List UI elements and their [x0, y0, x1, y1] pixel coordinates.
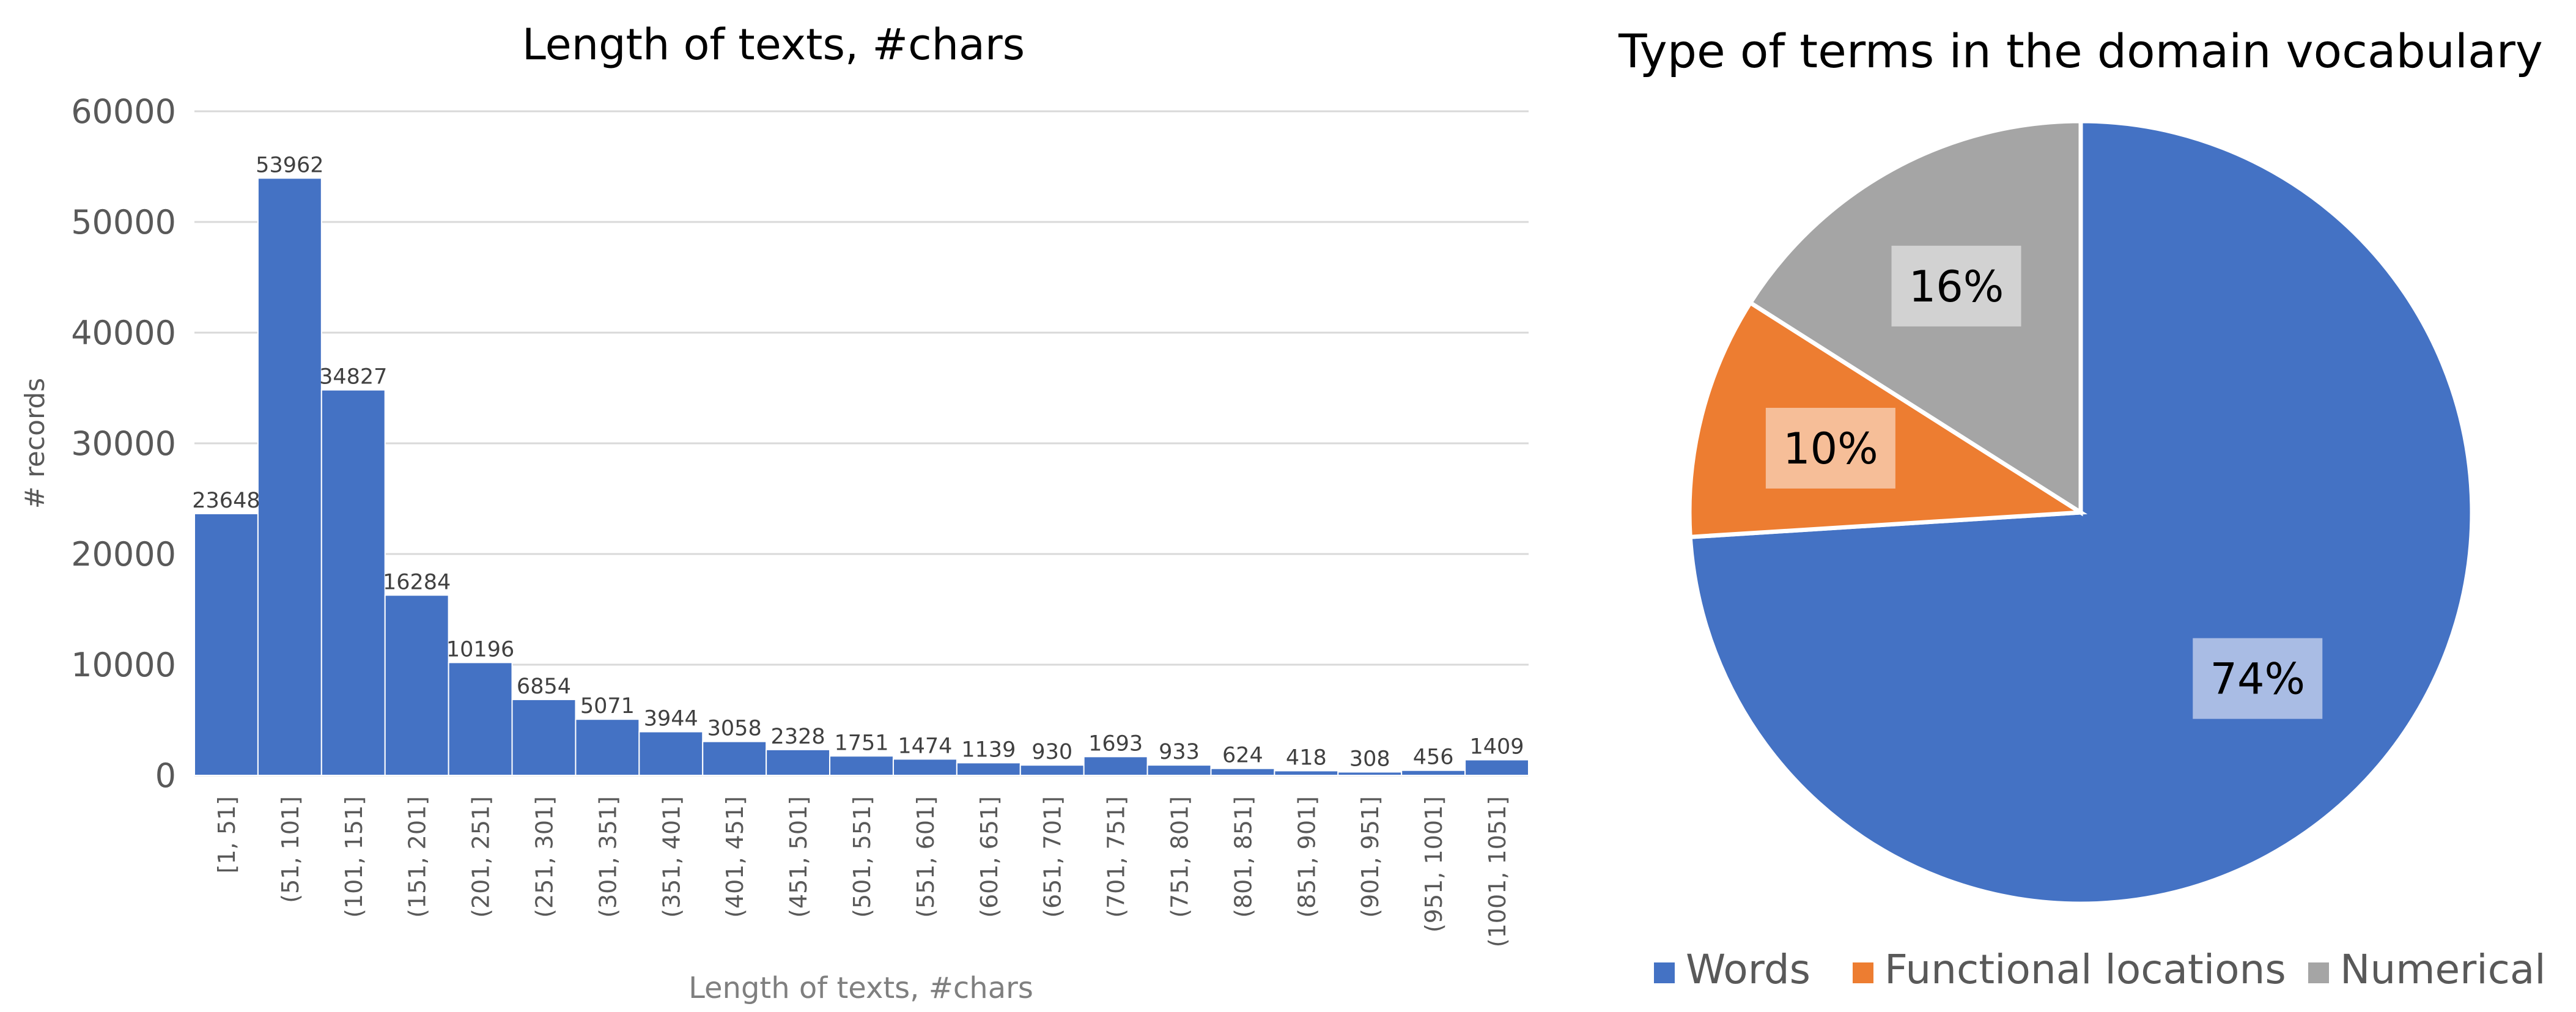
x-tick-label: (851, 901]: [1293, 796, 1320, 918]
bar-data-label: 34827: [319, 365, 387, 390]
y-tick-label: 60000: [71, 92, 176, 131]
bar: [892, 758, 958, 776]
bar-data-label: 1409: [1470, 734, 1524, 759]
bar: [956, 762, 1021, 777]
pie-chart-slices: [1687, 119, 2475, 906]
x-tick-label: (301, 351]: [594, 796, 621, 918]
pie-chart-labels: 74% 10% 16%: [1765, 245, 2323, 719]
legend-label: Numerical: [2340, 946, 2546, 993]
bar-data-label: 1139: [961, 737, 1016, 762]
bar-data-label: 1474: [898, 734, 952, 758]
x-tick-label: (351, 401]: [658, 796, 685, 918]
x-tick-label: (401, 451]: [722, 796, 748, 918]
bar-chart-y-ticks: 0 10000 20000 30000 40000 50000 60000: [71, 92, 176, 795]
bar: [320, 389, 386, 776]
x-tick-label: (101, 151]: [341, 796, 367, 918]
x-tick-label: (901, 951]: [1357, 796, 1384, 918]
bar: [1083, 756, 1148, 776]
bar: [384, 594, 449, 776]
x-tick-label: [1, 51]: [213, 796, 240, 873]
x-tick-label: (501, 551]: [849, 796, 876, 918]
bar: [1019, 764, 1085, 776]
bar-chart: Length of texts, #chars 0 10000 20000 30000…: [20, 20, 1529, 1005]
legend-swatch: [1853, 962, 1873, 983]
x-tick-label: (701, 751]: [1103, 796, 1130, 918]
legend-swatch: [1654, 962, 1675, 983]
x-tick-label: (601, 651]: [976, 796, 1003, 918]
bar-data-label: 16284: [383, 570, 451, 594]
pie-label-box: [2193, 638, 2323, 719]
bar: [1274, 770, 1339, 777]
bar: [1401, 769, 1466, 777]
bar-data-label: 933: [1159, 740, 1200, 764]
bar-data-label: 23648: [192, 489, 260, 513]
bar-chart-title: Length of texts, #chars: [522, 20, 1025, 70]
y-tick-label: 50000: [71, 203, 176, 242]
x-tick-label: (551, 601]: [912, 796, 939, 918]
bar-data-label: 456: [1413, 745, 1454, 770]
pie-slice-label: 10%: [1783, 424, 1878, 474]
bar-data-label: 10196: [446, 637, 514, 662]
bar: [257, 177, 322, 777]
bar-chart-bars: [194, 177, 1529, 777]
bar-chart-y-axis-title: # records: [20, 378, 51, 509]
bar: [194, 512, 259, 776]
x-tick-label: (151, 201]: [404, 796, 431, 918]
x-tick-label: (251, 301]: [531, 796, 558, 918]
pie-chart: Type of terms in the domain vocabulary 7…: [1618, 24, 2545, 993]
bar: [448, 662, 513, 776]
bar: [702, 741, 767, 776]
pie-slice-label: 16%: [1909, 262, 2004, 312]
bar-data-label: 3058: [707, 717, 762, 741]
pie-slice-label: 74%: [2210, 654, 2305, 704]
bar: [766, 748, 831, 776]
bar: [638, 731, 704, 777]
bar: [1210, 767, 1275, 776]
y-tick-label: 20000: [71, 535, 176, 574]
bar-chart-x-ticks: [1, 51] (51, 101] (101, 151] (151, 201] (201…: [213, 796, 1511, 947]
x-tick-label: (801, 851]: [1230, 796, 1257, 918]
bar: [1464, 759, 1529, 776]
bar: [575, 718, 640, 776]
pie-chart-legend: Words Functional locations Numerical: [1654, 946, 2546, 993]
bar: [1337, 771, 1403, 776]
x-tick-label: (651, 701]: [1039, 796, 1066, 918]
bar-data-label: 2328: [771, 725, 825, 749]
bar-data-label: 624: [1222, 744, 1263, 768]
x-tick-label: (51, 101]: [277, 796, 304, 903]
legend-label: Functional locations: [1884, 946, 2286, 993]
bar-data-label: 1693: [1088, 731, 1143, 756]
y-tick-label: 40000: [71, 314, 176, 352]
bar-chart-x-axis-title: Length of texts, #chars: [688, 971, 1033, 1005]
bar-data-label: 6854: [517, 674, 571, 699]
pie-chart-title: Type of terms in the domain vocabulary: [1618, 24, 2543, 78]
bar-data-label: 53962: [256, 153, 323, 177]
y-tick-label: 30000: [71, 424, 176, 463]
bar-data-label: 930: [1032, 740, 1072, 764]
bar-data-label: 1751: [834, 731, 888, 755]
x-tick-label: (451, 501]: [785, 796, 812, 918]
bar-data-label: 418: [1286, 745, 1327, 770]
bar: [511, 698, 577, 777]
pie-label-box: [1765, 407, 1895, 489]
x-tick-label: (201, 251]: [468, 796, 495, 918]
bar-data-label: 308: [1349, 747, 1390, 771]
bar-data-label: 5071: [580, 694, 635, 718]
x-tick-label: (951, 1001]: [1420, 796, 1447, 933]
bar: [829, 755, 894, 776]
y-tick-label: 10000: [71, 646, 176, 684]
pie-label-box: [1891, 245, 2021, 327]
bar-data-label: 3944: [644, 707, 698, 731]
x-tick-label: (751, 801]: [1167, 796, 1194, 918]
bar: [1146, 764, 1212, 776]
x-tick-label: (1001, 1051]: [1484, 796, 1511, 947]
legend-label: Words: [1686, 946, 1810, 993]
legend-swatch: [2308, 962, 2329, 983]
y-tick-label: 0: [155, 756, 176, 795]
